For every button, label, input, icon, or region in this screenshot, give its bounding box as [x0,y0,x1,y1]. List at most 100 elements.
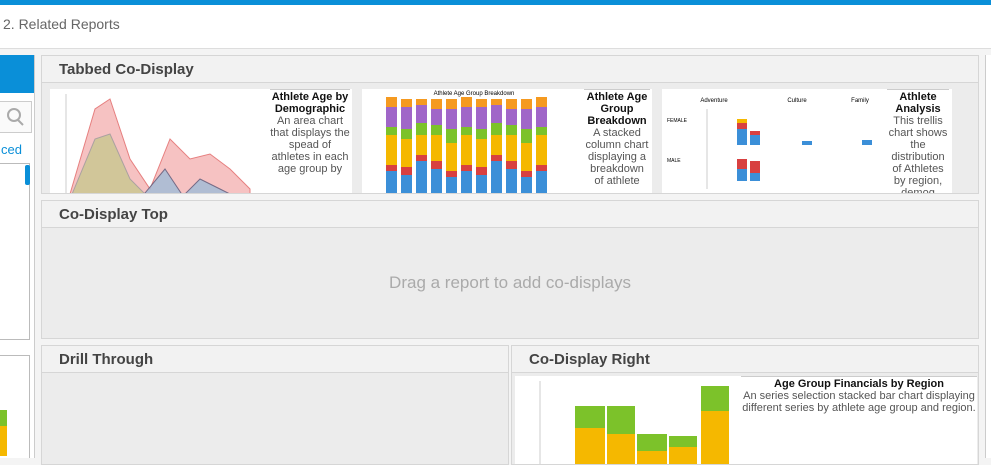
thumb-bar [416,105,427,123]
report-description: An area chart that displays the spead of… [270,115,350,175]
thumb-bar [521,177,532,193]
thumb-bar [461,171,472,193]
thumb-bar [521,99,532,109]
panel-title: Tabbed Co-Display [42,56,978,83]
thumb-bar [416,135,427,155]
thumb-bar [506,125,517,135]
report-text: Athlete Age Group Breakdown A stacked co… [584,89,650,193]
report-description: A stacked column chart displaying a brea… [585,127,649,187]
thumb-bar [476,175,487,193]
thumb-bar [491,161,502,193]
right-panel: Co-Display Right Age Group Financials by… [511,345,979,465]
thumb-bar [461,165,472,171]
thumb-bar [491,105,502,123]
stacked-thumbnail: Athlete Age Group Breakdown [386,91,547,193]
thumb-bar [446,99,457,109]
thumb-bar [506,161,517,169]
report-title: Athlete Analysis [887,89,949,115]
row-label: FEMALE [667,118,688,124]
thumb-bar [416,161,427,193]
advanced-link[interactable]: ced [1,142,22,157]
thumb-bar [416,155,427,161]
thumb-bar [536,127,547,135]
thumb-bar [401,175,412,193]
thumb-bar [491,123,502,135]
report-description: An series selection stacked bar chart di… [742,390,976,414]
thumb-bar [536,107,547,127]
thumb-bar [521,109,532,129]
thumb-bar [386,97,397,107]
facet-label: Family [851,98,869,104]
report-title: Athlete Age Group Breakdown [584,89,650,127]
thumb-bar [476,99,487,107]
thumb-bar [416,99,427,105]
thumb-bar [431,135,442,161]
thumb-bar [506,135,517,161]
thumb-bar [476,167,487,175]
sidebar: ced [0,55,35,458]
thumb-bar [386,135,397,165]
thumb-bar [461,135,472,165]
thumb-bar [491,135,502,155]
thumb-bar [431,109,442,125]
thumb-bar [461,127,472,135]
right-edge-panel [985,55,991,458]
thumb-bar [536,165,547,171]
thumb-bar [386,171,397,193]
thumb-bar [446,129,457,143]
sidebar-tab [0,55,34,93]
report-card[interactable]: Athlete Age Group Breakdown Athlete Age … [362,89,652,193]
thumb-bar [431,169,442,193]
thumb-bar [521,143,532,171]
report-title: Age Group Financials by Region [741,376,977,390]
thumb-bar [446,171,457,177]
top-bar [0,0,991,5]
header-title: 2. Related Reports [3,16,120,32]
top-panel: Co-Display Top Drag a report to add co-d… [41,200,979,339]
thumb-bar [401,167,412,175]
thumb-bar [461,97,472,107]
thumb-bar [386,107,397,127]
thumb-bar [491,99,502,105]
report-title: Athlete Age by Demographic [270,89,350,115]
trellis-thumbnail: Adventure Culture Family FEMALE MALE [667,98,872,189]
tabbed-panel: Tabbed Co-Display Athlete Age by Demogra… [41,55,979,194]
report-text: Athlete Analysis This trellis chart show… [887,89,949,193]
thumb-bar [446,109,457,129]
thumb-bar [431,99,442,109]
row-label: MALE [667,158,681,164]
thumb-bar [446,143,457,171]
area-thumbnail [65,94,251,193]
drop-placeholder: Drag a report to add co-displays [389,273,631,292]
facet-label: Adventure [700,98,728,104]
thumb-bar [521,171,532,177]
sidebar-thumb [0,355,30,458]
thumb-bar [401,129,412,139]
thumb-bar [506,99,517,109]
thumb-title: Athlete Age Group Breakdown [434,91,515,97]
thumb-bar [536,171,547,193]
thumb-bar [536,97,547,107]
header: 2. Related Reports [0,5,991,49]
search-box[interactable] [0,101,32,133]
thumb-bar [431,125,442,135]
thumb-bar [386,127,397,135]
thumb-bar [476,107,487,129]
thumb-bar [491,155,502,161]
panel-title: Co-Display Top [42,201,978,228]
report-card[interactable]: Athlete Age by Demographic An area chart… [50,89,352,193]
thumb-bar [446,177,457,193]
thumb-bar [536,135,547,165]
report-text: Age Group Financials by Region An series… [741,376,977,464]
scrollbar [25,165,30,185]
sidebar-thumb [0,163,30,340]
thumb-bar [416,123,427,135]
thumb-bar [431,161,442,169]
thumb-bar [401,107,412,129]
drill-panel: Drill Through [41,345,509,465]
thumb-bar [506,109,517,125]
report-card[interactable]: Age Group Financials by Region An series… [515,376,977,464]
report-card[interactable]: Adventure Culture Family FEMALE MALE Ath… [662,89,952,193]
